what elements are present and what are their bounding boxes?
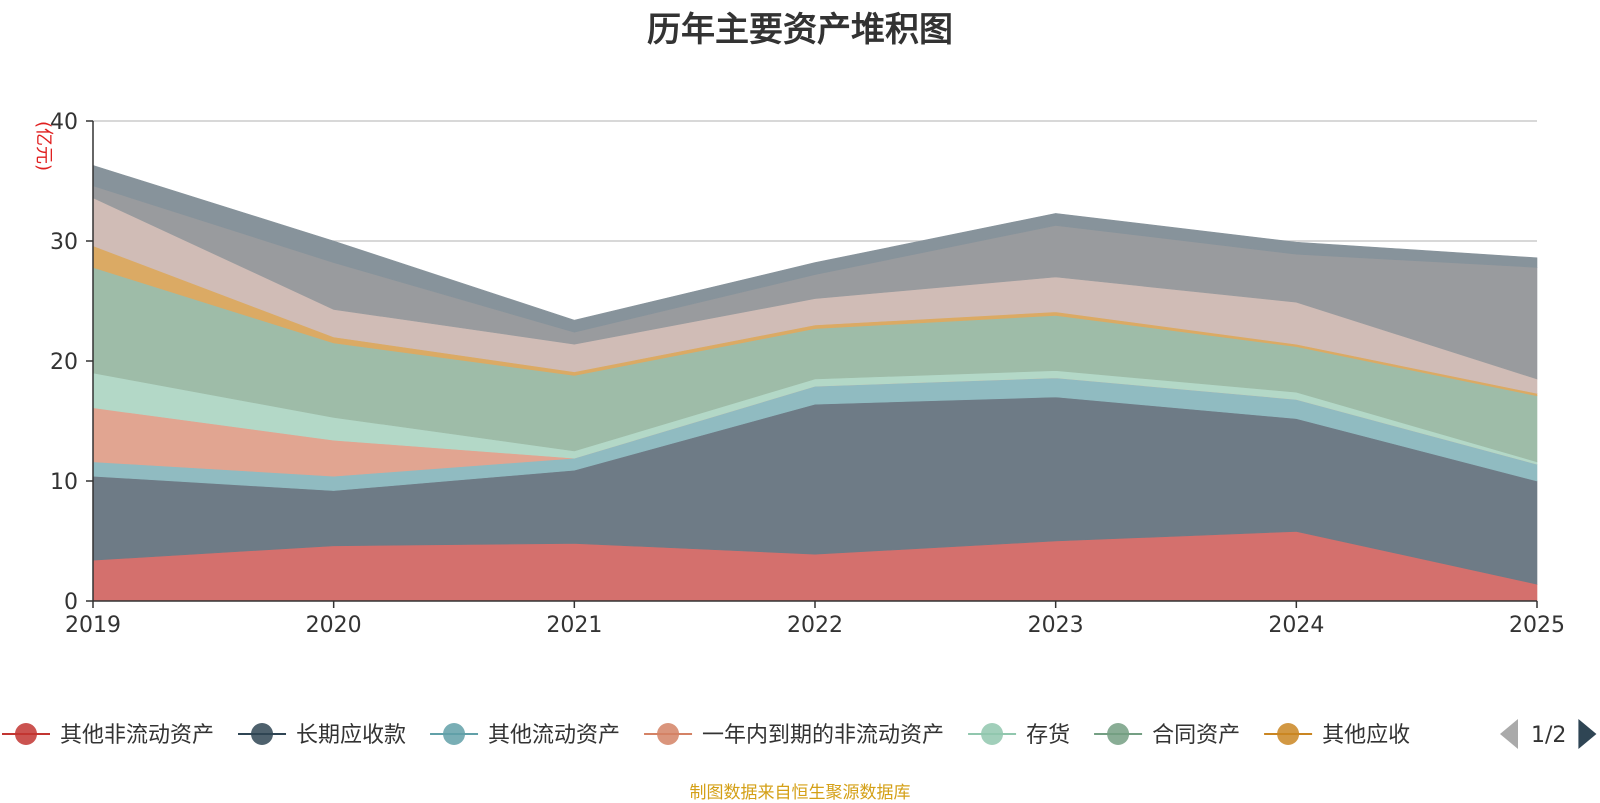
chart-title: 历年主要资产堆积图 xyxy=(647,10,953,50)
legend-marker xyxy=(15,723,37,745)
legend: 其他非流动资产 长期应收款 其他流动资产 一年内到期的非流动资产 存货 合同资产 其他应收 1… xyxy=(2,719,1597,749)
legend-page-indicator: 1/2 xyxy=(1531,723,1566,748)
x-tick-label: 2023 xyxy=(1028,613,1084,638)
x-tick-label: 2020 xyxy=(306,613,362,638)
legend-marker xyxy=(657,723,680,745)
area-其他资产[interactable] xyxy=(92,164,1538,333)
y-axis-label: (亿元) xyxy=(33,121,54,171)
triangle-left-icon[interactable] xyxy=(1500,719,1518,749)
legend-label: 合同资产 xyxy=(1152,723,1240,748)
source-note: 制图数据来自恒生聚源数据库 xyxy=(689,783,911,803)
legend-item-存货[interactable]: 存货 xyxy=(968,723,1070,748)
y-tick-label: 30 xyxy=(50,230,78,255)
area-layer xyxy=(92,164,1538,602)
legend-item-其他应收[interactable]: 其他应收 xyxy=(1264,723,1410,748)
y-tick-label: 20 xyxy=(50,350,78,375)
legend-marker xyxy=(443,723,466,745)
legend-item-一年内到期的非流动资产[interactable]: 一年内到期的非流动资产 xyxy=(644,723,944,748)
legend-label: 其他应收 xyxy=(1322,723,1410,748)
legend-marker xyxy=(1107,723,1130,745)
legend-label: 其他非流动资产 xyxy=(60,723,214,748)
legend-item-合同资产[interactable]: 合同资产 xyxy=(1094,723,1240,748)
legend-marker xyxy=(1277,723,1300,745)
legend-label: 存货 xyxy=(1026,723,1070,748)
y-tick-label: 0 xyxy=(64,590,78,615)
legend-label: 其他流动资产 xyxy=(488,723,620,748)
x-tick-label: 2024 xyxy=(1268,613,1324,638)
axis-layer: 0 10 20 30 40 2019 2020 2021 2022 2023 2024 2025 xyxy=(50,110,1565,638)
legend-marker xyxy=(981,723,1004,745)
triangle-right-icon[interactable] xyxy=(1578,719,1597,749)
legend-item-其他流动资产[interactable]: 其他流动资产 xyxy=(430,723,620,748)
legend-item-长期应收款[interactable]: 长期应收款 xyxy=(238,723,406,748)
legend-label: 长期应收款 xyxy=(296,723,406,748)
legend-marker xyxy=(251,723,274,745)
legend-item-其他非流动资产[interactable]: 其他非流动资产 xyxy=(2,723,214,748)
y-tick-label: 10 xyxy=(50,470,78,495)
x-tick-label: 2019 xyxy=(65,613,121,638)
x-tick-label: 2022 xyxy=(787,613,843,638)
x-tick-label: 2021 xyxy=(546,613,602,638)
y-tick-label: 40 xyxy=(50,110,78,135)
legend-label: 一年内到期的非流动资产 xyxy=(702,723,944,748)
x-tick-label: 2025 xyxy=(1509,613,1565,638)
